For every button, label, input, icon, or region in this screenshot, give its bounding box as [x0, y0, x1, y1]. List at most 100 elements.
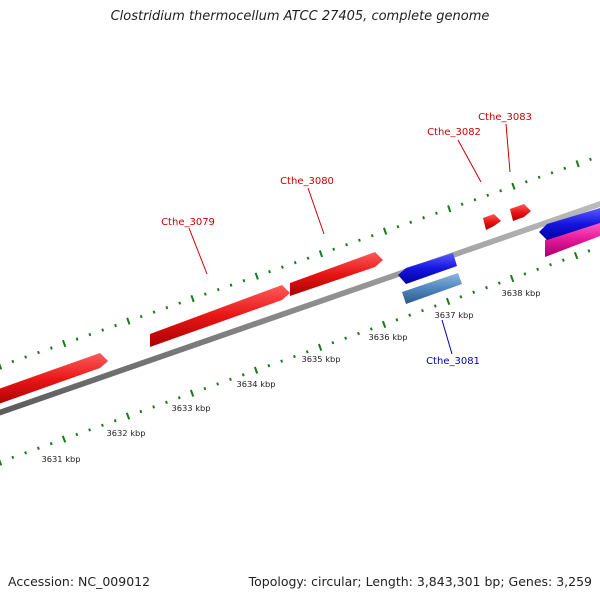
inner-tick [381, 320, 387, 329]
outer-tick [499, 189, 503, 193]
gene-label-cthe-3081[interactable]: Cthe_3081 [426, 356, 480, 367]
inner-tick [293, 354, 296, 359]
inner-tick [241, 373, 245, 377]
inner-tick [125, 412, 131, 420]
inner-tick [357, 331, 360, 336]
outer-tick [268, 269, 271, 274]
rna-cthe-3081[interactable] [402, 273, 462, 304]
gene-arrow-cthe-3082[interactable] [483, 214, 501, 230]
inner-tick [497, 281, 501, 285]
outer-tick [139, 314, 143, 319]
inner-tick [75, 432, 79, 437]
outer-tick [242, 278, 246, 283]
outer-tick [126, 317, 131, 325]
outer-tick [422, 216, 426, 220]
outer-tick [409, 220, 413, 224]
gene-label-cthe-3082[interactable]: Cthe_3082 [427, 127, 481, 138]
gene-label-cthe-3080[interactable]: Cthe_3080 [280, 176, 334, 187]
scale-label-3632: 3632 kbp [106, 428, 145, 438]
inner-tick [433, 304, 437, 308]
outer-tick [0, 363, 3, 370]
gene-arrow-cthe-3079[interactable] [150, 285, 290, 347]
outer-tick [178, 301, 182, 305]
forward-strand-genes [0, 204, 600, 407]
inner-tick [11, 455, 15, 460]
outer-tick [563, 166, 567, 170]
inner-tick [472, 290, 476, 294]
outer-tick [537, 175, 541, 179]
outer-tick [575, 160, 580, 168]
inner-tick [88, 428, 92, 432]
inner-tick [331, 341, 335, 345]
inner-tick [549, 263, 552, 267]
genome-summary-text: Topology: circular; Length: 3,843,301 bp… [248, 574, 592, 589]
outer-tick [152, 310, 156, 314]
outer-tick [293, 260, 297, 265]
inner-tick [177, 396, 181, 400]
outer-tick [396, 225, 400, 229]
outer-tick [62, 339, 67, 348]
gene-arrow-forward-edge[interactable] [545, 221, 600, 257]
outer-tick [511, 182, 516, 190]
inner-tick [523, 272, 527, 276]
scale-label-3631: 3631 kbp [41, 454, 80, 464]
inner-tick [253, 366, 259, 374]
map-title: Clostridium thermocellum ATCC 27405, com… [110, 9, 490, 24]
gene-arrow-cthe-3080[interactable] [290, 252, 383, 296]
inner-tick [216, 382, 220, 386]
inner-tick [267, 363, 271, 368]
inner-tick [421, 308, 424, 313]
outer-tick [589, 157, 592, 162]
inner-tick [152, 405, 156, 409]
outer-tick [306, 256, 310, 260]
inner-tick [459, 295, 463, 299]
outer-tick [114, 323, 117, 328]
outer-tick [280, 265, 284, 269]
outer-tick [229, 283, 233, 287]
scale-labels: 3631 kbp 3632 kbp 3633 kbp 3634 kbp 3635… [41, 288, 540, 464]
outer-tick [486, 193, 490, 197]
outer-tick [254, 272, 259, 280]
outer-tick [370, 234, 374, 238]
outer-tick [24, 355, 28, 359]
scale-label-3636: 3636 kbp [368, 332, 407, 342]
inner-tick [203, 386, 207, 391]
inner-tick [61, 435, 67, 443]
inner-tick [445, 297, 451, 306]
outer-tick [332, 247, 336, 251]
outer-tick [101, 328, 105, 332]
inner-tick [113, 419, 117, 423]
outer-tick [165, 305, 169, 310]
gene-arrow-reverse-edge[interactable] [539, 208, 600, 240]
outer-tick-ring [0, 157, 592, 370]
outer-tick [11, 359, 15, 364]
outer-tick [216, 287, 220, 292]
inner-tick [408, 313, 412, 317]
outer-tick [37, 350, 40, 355]
inner-tick [24, 451, 28, 455]
inner-tick [36, 446, 40, 450]
gene-label-cthe-3079[interactable]: Cthe_3079 [161, 217, 215, 228]
inner-tick [485, 285, 488, 290]
inner-tick [49, 441, 53, 446]
outer-tick [75, 337, 79, 341]
scale-label-3635: 3635 kbp [301, 354, 340, 364]
outer-tick [358, 238, 361, 242]
outer-tick [203, 292, 207, 296]
scale-label-3638: 3638 kbp [501, 288, 540, 298]
outer-tick [460, 202, 464, 206]
inner-tick [139, 409, 143, 414]
gene-arrow-cthe-3081[interactable] [398, 253, 457, 284]
inner-tick [280, 359, 284, 363]
inner-tick [344, 336, 348, 340]
scale-label-3634: 3634 kbp [236, 379, 275, 389]
outer-tick [190, 294, 195, 303]
outer-tick [524, 180, 528, 184]
scale-label-3633: 3633 kbp [171, 403, 210, 413]
gene-arrow-forward[interactable] [0, 353, 108, 407]
gene-label-cthe-3083[interactable]: Cthe_3083 [478, 112, 532, 123]
inner-tick [536, 267, 540, 271]
inner-tick [0, 459, 3, 466]
gene-arrow-cthe-3083[interactable] [510, 204, 531, 221]
